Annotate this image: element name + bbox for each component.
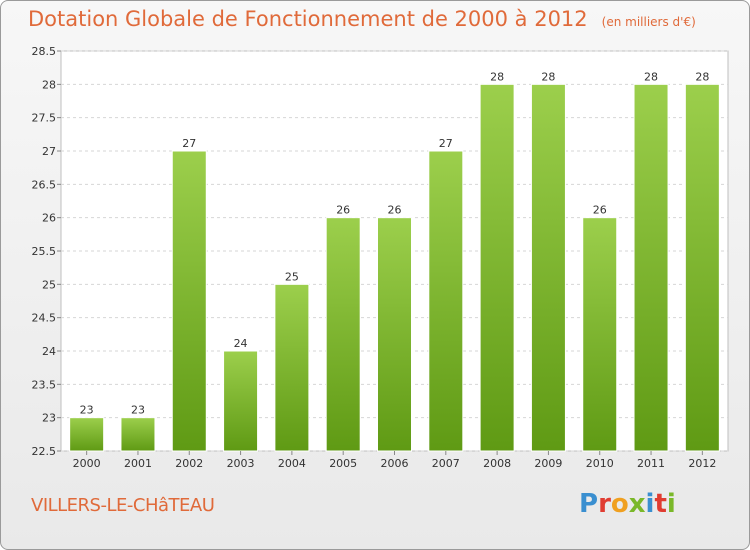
y-tick-label: 28 bbox=[42, 78, 56, 91]
x-tick-label: 2008 bbox=[483, 457, 511, 470]
x-tick-label: 2004 bbox=[278, 457, 306, 470]
bar-2008 bbox=[479, 83, 515, 452]
y-tick-label: 25 bbox=[42, 278, 56, 291]
data-label: 23 bbox=[80, 404, 94, 417]
y-tick-label: 28.5 bbox=[32, 45, 57, 58]
bar-2007 bbox=[428, 150, 464, 452]
data-label: 26 bbox=[388, 204, 402, 217]
x-tick-label: 2005 bbox=[329, 457, 357, 470]
data-label: 27 bbox=[439, 137, 453, 150]
data-label: 27 bbox=[182, 137, 196, 150]
x-tick-label: 2001 bbox=[124, 457, 152, 470]
proxiti-logo[interactable]: Proxiti bbox=[579, 489, 676, 519]
data-label: 28 bbox=[695, 70, 709, 83]
chart-title: Dotation Globale de Fonctionnement de 20… bbox=[28, 7, 696, 31]
y-tick-label: 23 bbox=[42, 412, 56, 425]
data-label: 23 bbox=[131, 404, 145, 417]
title-text: Dotation Globale de Fonctionnement de 20… bbox=[28, 7, 588, 31]
data-label: 28 bbox=[644, 70, 658, 83]
x-tick-label: 2011 bbox=[637, 457, 665, 470]
bar-2003 bbox=[223, 350, 259, 452]
y-tick-label: 24.5 bbox=[32, 312, 57, 325]
data-label: 24 bbox=[234, 337, 248, 350]
y-tick-label: 25.5 bbox=[32, 245, 57, 258]
logo-letter: i bbox=[645, 489, 655, 519]
bar-2009 bbox=[530, 83, 566, 452]
bar-2006 bbox=[377, 217, 412, 452]
logo-letter: o bbox=[610, 489, 629, 519]
logo-letter: t bbox=[654, 489, 667, 519]
title-unit: (en milliers d'€) bbox=[601, 15, 696, 29]
logo-letter: i bbox=[666, 489, 676, 519]
bar-2000 bbox=[69, 417, 105, 452]
x-tick-label: 2010 bbox=[586, 457, 614, 470]
x-tick-label: 2007 bbox=[432, 457, 460, 470]
y-axis: 22.5 23 23.5 24 24.5 25 25.5 26 26.5 27 27.5 28 28.5 bbox=[32, 45, 61, 458]
y-tick-label: 23.5 bbox=[32, 378, 57, 391]
bar-2005 bbox=[325, 217, 361, 452]
bar-2012 bbox=[684, 83, 720, 452]
data-label: 26 bbox=[593, 204, 607, 217]
bar-2004 bbox=[274, 283, 310, 452]
x-tick-label: 2002 bbox=[175, 457, 203, 470]
data-label: 26 bbox=[336, 204, 350, 217]
x-tick-label: 2000 bbox=[73, 457, 101, 470]
logo-letter: P bbox=[579, 489, 599, 519]
y-tick-label: 24 bbox=[42, 345, 56, 358]
x-tick-label: 2009 bbox=[534, 457, 562, 470]
y-tick-label: 26 bbox=[42, 212, 56, 225]
y-tick-label: 27.5 bbox=[32, 112, 57, 125]
bars: 23 23 27 24 25 26 26 27 28 28 26 28 28 bbox=[69, 70, 720, 452]
data-label: 28 bbox=[490, 70, 504, 83]
data-label: 28 bbox=[541, 70, 555, 83]
x-tick-label: 2006 bbox=[381, 457, 409, 470]
y-tick-label: 26.5 bbox=[32, 178, 57, 191]
bar-2011 bbox=[633, 83, 669, 452]
bar-2002 bbox=[171, 150, 207, 452]
bar-2010 bbox=[582, 217, 618, 452]
commune-name: VILLERS-LE-CHâTEAU bbox=[31, 495, 215, 516]
logo-letter: r bbox=[598, 489, 611, 519]
bar-2001 bbox=[120, 417, 156, 452]
x-axis: 2000 2001 2002 2003 2004 2005 2006 2007 2008 2009… bbox=[73, 451, 716, 470]
y-tick-label: 27 bbox=[42, 145, 56, 158]
logo-letter: x bbox=[628, 489, 646, 519]
x-tick-label: 2003 bbox=[227, 457, 255, 470]
x-tick-label: 2012 bbox=[688, 457, 716, 470]
y-tick-label: 22.5 bbox=[32, 445, 57, 458]
data-label: 25 bbox=[285, 270, 299, 283]
